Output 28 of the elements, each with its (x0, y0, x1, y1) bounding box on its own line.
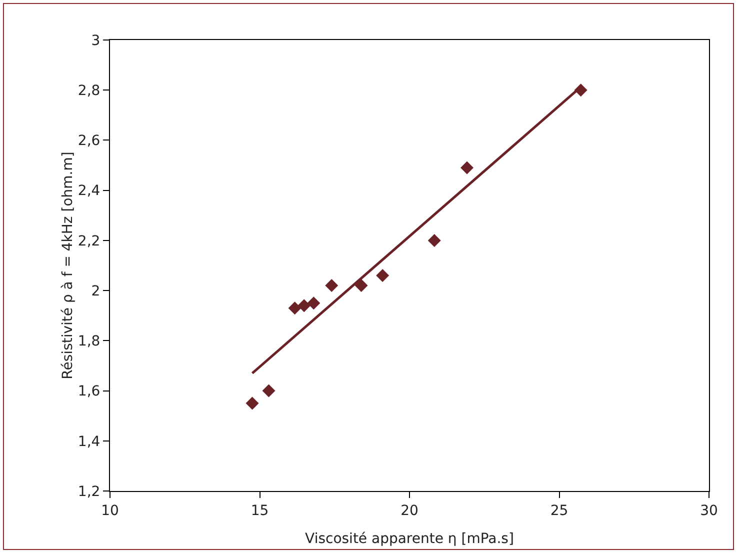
point (288, 302, 302, 315)
y-tick-label: 2,6 (78, 133, 100, 150)
x-tick-label: 20 (400, 502, 418, 519)
point (246, 396, 259, 410)
y-tick-label: 2,2 (78, 233, 100, 250)
point (298, 299, 311, 312)
y-tick-label: 1,8 (78, 334, 100, 350)
y-tick-label: 1,6 (78, 384, 100, 400)
point (307, 296, 320, 310)
y-tick-label: 2 (91, 283, 100, 300)
y-tick-label: 1,2 (78, 484, 100, 500)
point (376, 269, 390, 282)
y-tick-label: 3 (91, 32, 100, 49)
x-tick-label: 10 (101, 502, 119, 519)
point (428, 234, 441, 247)
x-tick-label: 25 (550, 502, 568, 519)
point (325, 279, 338, 292)
y-tick-label: 2,4 (78, 183, 100, 200)
y-tick-label: 1,4 (78, 434, 100, 450)
x-tick-label: 15 (250, 502, 269, 519)
point (574, 84, 588, 97)
y-tick-label: 2,8 (78, 83, 100, 100)
y-axis-title: Résistivité ρ à f = 4kHz [ohm.m] (60, 152, 76, 380)
point (460, 161, 474, 174)
point (354, 279, 368, 292)
x-tick-label: 30 (700, 502, 718, 519)
x-axis-title: Viscosité apparente η [mPa.s] (305, 531, 514, 547)
point (262, 384, 276, 398)
